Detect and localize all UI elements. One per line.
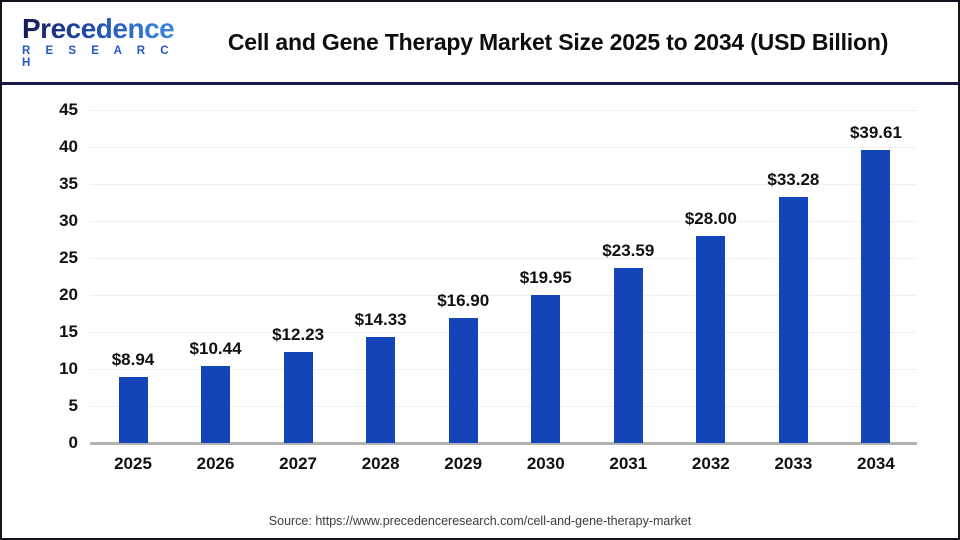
gridline [90, 406, 917, 407]
gridline [90, 147, 917, 148]
bar-value-label: $12.23 [272, 325, 325, 345]
x-tick-label: 2030 [526, 454, 565, 473]
bar-value-label: $10.44 [189, 338, 242, 358]
y-tick-label: 20 [59, 285, 78, 304]
chart-title: Cell and Gene Therapy Market Size 2025 t… [227, 28, 889, 55]
x-tick-label: 2033 [774, 454, 813, 473]
y-tick-label: 45 [59, 100, 78, 119]
footer: Source: https://www.precedenceresearch.c… [2, 514, 958, 528]
bar [778, 196, 808, 443]
bar [448, 317, 478, 443]
gridline [90, 184, 917, 185]
bar-value-label: $28.00 [684, 208, 737, 228]
bar [613, 268, 643, 443]
bar-value-label: $23.59 [602, 241, 655, 261]
x-tick-label: 2031 [609, 454, 648, 473]
bar-value-label: $14.33 [354, 309, 407, 329]
y-tick-label: 5 [68, 396, 78, 415]
logo-subtitle: R E S E A R C H [22, 45, 175, 69]
x-tick-label: 2032 [691, 454, 730, 473]
precedence-research-logo: Precedence R E S E A R C H [22, 15, 182, 69]
bar [366, 336, 396, 443]
y-tick-label: 30 [59, 211, 78, 230]
y-tick-label: 0 [68, 433, 78, 452]
bar [201, 365, 231, 443]
source-text: Source: https://www.precedenceresearch.c… [268, 514, 692, 528]
gridline [90, 332, 917, 333]
bar [696, 235, 726, 443]
y-tick-label: 10 [59, 359, 78, 378]
y-tick-label: 15 [59, 322, 78, 341]
y-tick-label: 35 [59, 174, 78, 193]
gridline [90, 258, 917, 259]
header: Precedence R E S E A R C H Cell and Gene… [2, 2, 958, 85]
bar-value-label: $33.28 [767, 169, 820, 189]
gridline [90, 295, 917, 296]
bar-value-label: $16.90 [437, 290, 490, 310]
x-tick-label: 2028 [361, 454, 400, 473]
x-tick-label: 2025 [114, 454, 152, 473]
bar [118, 376, 148, 443]
bar-value-label: $8.94 [111, 349, 155, 369]
bar-value-label: $19.95 [519, 268, 572, 288]
logo-wordmark: Precedence [22, 15, 182, 43]
gridline [90, 221, 917, 222]
x-tick-label: 2026 [196, 454, 235, 473]
x-axis-baseline [90, 442, 917, 445]
bar [861, 149, 891, 443]
y-tick-label: 40 [59, 137, 78, 156]
x-tick-label: 2034 [857, 454, 895, 473]
bar-value-label: $39.61 [849, 122, 902, 142]
gridline [90, 110, 917, 111]
gridline [90, 369, 917, 370]
x-tick-label: 2027 [279, 454, 317, 473]
x-tick-label: 2029 [444, 454, 483, 473]
y-tick-label: 25 [59, 248, 78, 267]
bar [531, 295, 561, 443]
bar-chart: 0 5 10 15 20 25 30 35 40 45 $8.94 2025 $10.44 2026 $12… [2, 88, 958, 500]
bar [283, 352, 313, 443]
